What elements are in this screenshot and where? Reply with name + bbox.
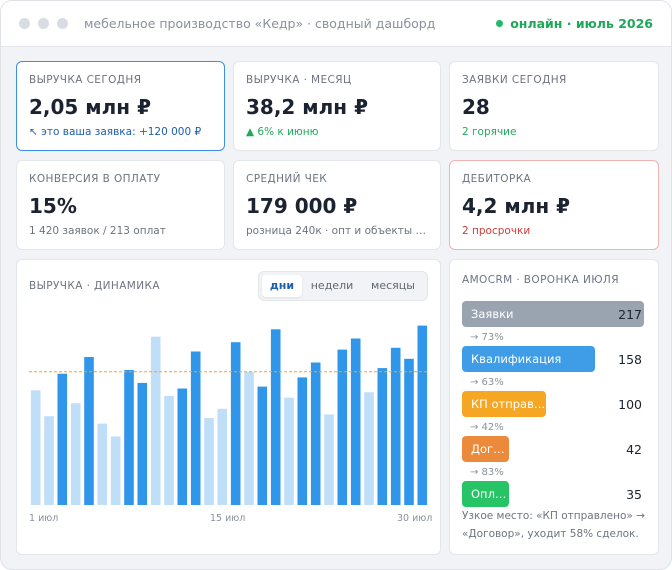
revenue-bar[interactable] [164, 395, 174, 505]
kpi-value: 38,2 млн ₽ [246, 95, 369, 119]
revenue-bar-chart [29, 325, 429, 506]
funnel-stage-count: 217 [618, 307, 642, 322]
kpi-card-average-check[interactable]: СРЕДНИЙ ЧЕК 179 000 ₽ розница 240к · опт… [233, 160, 441, 250]
kpi-card-revenue-today[interactable]: ВЫРУЧКА СЕГОДНЯ 2,05 млн ₽ ↖ это ваша за… [16, 61, 225, 151]
revenue-bar[interactable] [57, 373, 68, 505]
period-switcher: дни недели месяцы [258, 271, 428, 301]
revenue-bar[interactable] [390, 347, 401, 505]
funnel-stage-count: 158 [618, 352, 642, 367]
funnel-stage-count: 35 [626, 487, 642, 502]
funnel-conversion: → 63% [470, 377, 504, 388]
funnel-panel: AMOCRM · ВОРОНКА ИЮЛЯ Заявки 217 → 73% К… [449, 259, 659, 555]
kpi-card-leads-today[interactable]: ЗАЯВКИ СЕГОДНЯ 28 2 горячие [449, 61, 659, 151]
revenue-bar[interactable] [204, 418, 214, 505]
funnel-conversion: → 42% [470, 422, 504, 433]
kpi-sub: ↖ это ваша заявка: +120 000 ₽ [29, 126, 202, 138]
tab-months[interactable]: месяцы [371, 279, 415, 292]
funnel-conversion: → 83% [470, 467, 504, 478]
revenue-bar[interactable] [150, 336, 161, 505]
revenue-bar[interactable] [30, 390, 41, 505]
chart-title: ВЫРУЧКА · ДИНАМИКА [29, 280, 160, 292]
titlebar: мебельное производство «Кедр» · сводный … [1, 1, 671, 47]
revenue-bar[interactable] [230, 342, 241, 505]
funnel-title: AMOCRM · ВОРОНКА ИЮЛЯ [462, 274, 619, 286]
revenue-bar[interactable] [257, 386, 268, 505]
x-tick-label: 30 июл [397, 513, 433, 524]
revenue-bar[interactable] [190, 351, 201, 506]
kpi-sub: ▲ 6% к июню [246, 126, 319, 138]
kpi-value: 179 000 ₽ [246, 194, 358, 218]
revenue-bar[interactable] [404, 358, 414, 505]
window-title: мебельное производство «Кедр» · сводный … [84, 16, 436, 31]
kpi-label: ВЫРУЧКА СЕГОДНЯ [29, 74, 142, 86]
tab-weeks[interactable]: недели [310, 279, 354, 292]
kpi-label: КОНВЕРСИЯ В ОПЛАТУ [29, 173, 161, 185]
window-maximize-icon[interactable] [57, 18, 68, 29]
kpi-label: ДЕБИТОРКА [462, 173, 532, 185]
revenue-bar[interactable] [324, 414, 334, 505]
online-status: онлайн · июль 2026 [496, 16, 653, 31]
revenue-bar[interactable] [270, 329, 281, 505]
kpi-sub: розница 240к · опт и объекты 1,8 … [246, 225, 430, 237]
revenue-bar[interactable] [177, 388, 188, 506]
x-tick-label: 1 июл [29, 513, 59, 524]
kpi-sub: 2 горячие [462, 126, 517, 138]
funnel-stage-count: 100 [618, 397, 642, 412]
revenue-bar[interactable] [417, 325, 428, 505]
kpi-label: СРЕДНИЙ ЧЕК [246, 173, 328, 185]
revenue-bar[interactable] [124, 370, 134, 505]
window-minimize-icon[interactable] [38, 18, 49, 29]
revenue-bar[interactable] [337, 349, 348, 505]
revenue-bar[interactable] [97, 423, 108, 505]
funnel-stage-bar[interactable]: КП отправлено [462, 391, 546, 417]
revenue-bar[interactable] [137, 382, 148, 505]
revenue-bar[interactable] [310, 362, 321, 506]
kpi-sub: 2 просрочки [462, 225, 531, 237]
online-status-label: онлайн · июль 2026 [510, 16, 653, 31]
funnel-stage-count: 42 [626, 442, 642, 457]
revenue-bar[interactable] [284, 397, 294, 505]
funnel-stage-bar[interactable]: Оплата [462, 481, 509, 507]
revenue-bar[interactable] [350, 338, 361, 506]
tab-days[interactable]: дни [262, 275, 302, 297]
window-close-icon[interactable] [19, 18, 30, 29]
kpi-label: ЗАЯВКИ СЕГОДНЯ [462, 74, 567, 86]
funnel-stage-bar[interactable]: Квалификация [462, 346, 595, 372]
kpi-value: 15% [29, 194, 77, 218]
revenue-bar[interactable] [70, 403, 81, 505]
funnel-stage-bar[interactable]: Договор [462, 436, 509, 462]
funnel-bottleneck-note: Узкое место: «КП отправлено» → «Договор»… [462, 510, 645, 540]
kpi-value: 4,2 млн ₽ [462, 194, 571, 218]
funnel-conversion: → 73% [470, 332, 504, 343]
kpi-card-conversion[interactable]: КОНВЕРСИЯ В ОПЛАТУ 15% 1 420 заявок / 21… [16, 160, 225, 250]
revenue-bar[interactable] [244, 371, 254, 505]
kpi-value: 28 [462, 95, 490, 119]
x-tick-label: 15 июл [210, 513, 246, 524]
revenue-bar[interactable] [217, 408, 228, 505]
online-dot-icon [496, 20, 504, 27]
revenue-bar[interactable] [84, 357, 94, 505]
revenue-bar[interactable] [110, 436, 121, 506]
kpi-card-revenue-month[interactable]: ВЫРУЧКА · МЕСЯЦ 38,2 млн ₽ ▲ 6% к июню [233, 61, 441, 151]
revenue-bar[interactable] [297, 377, 308, 505]
kpi-label: ВЫРУЧКА · МЕСЯЦ [246, 74, 352, 86]
kpi-card-receivables[interactable]: ДЕБИТОРКА 4,2 млн ₽ 2 просрочки [449, 160, 659, 250]
kpi-value: 2,05 млн ₽ [29, 95, 152, 119]
kpi-sub: 1 420 заявок / 213 оплат [29, 225, 166, 237]
funnel-stage-bar[interactable]: Заявки [462, 301, 644, 327]
revenue-bar[interactable] [377, 368, 388, 505]
revenue-bar[interactable] [44, 416, 54, 505]
revenue-bar[interactable] [364, 392, 374, 505]
revenue-chart-panel: ВЫРУЧКА · ДИНАМИКА дни недели месяцы 1 и… [16, 259, 441, 555]
